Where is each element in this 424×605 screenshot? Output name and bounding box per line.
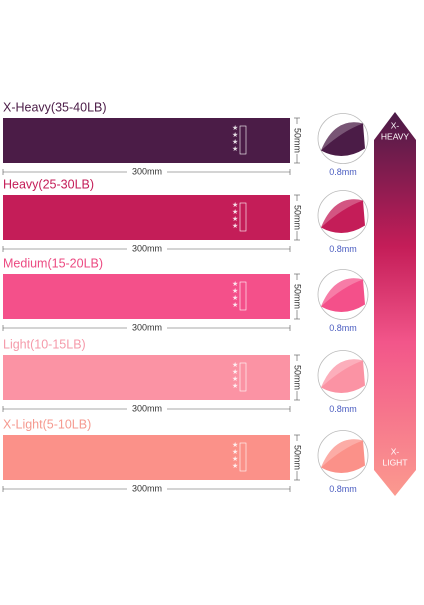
dimension-bg <box>291 280 303 310</box>
star: ★ <box>232 280 238 288</box>
star: ★ <box>232 361 238 369</box>
band-edge-light <box>321 199 363 228</box>
band-tag <box>239 281 247 311</box>
star: ★ <box>232 201 238 209</box>
width-label: 50mm <box>293 205 303 230</box>
star: ★ <box>232 375 238 383</box>
band-tag <box>239 202 247 232</box>
star: ★ <box>232 287 238 295</box>
dimension-bg <box>127 243 167 255</box>
star: ★ <box>232 301 238 309</box>
band-edge-light <box>321 278 363 307</box>
band-edge-light <box>321 122 363 151</box>
star: ★ <box>232 145 238 153</box>
star: ★ <box>232 441 238 449</box>
star: ★ <box>232 215 238 223</box>
band-tag <box>239 125 247 155</box>
star: ★ <box>232 382 238 390</box>
band <box>3 355 290 400</box>
length-label: 300mm <box>132 243 162 253</box>
arrow-label: HEAVY <box>381 131 410 141</box>
thickness-label: 0.8mm <box>329 484 357 494</box>
star: ★ <box>232 208 238 216</box>
band-label: Medium(15-20LB) <box>3 256 103 270</box>
arrow-label: LIGHT <box>382 457 407 467</box>
length-label: 300mm <box>132 322 162 332</box>
dimension-bg <box>127 166 167 178</box>
length-label: 300mm <box>132 483 162 493</box>
star: ★ <box>232 124 238 132</box>
band-label: X-Light(5-10LB) <box>3 417 91 431</box>
width-label: 50mm <box>293 365 303 390</box>
thickness-label: 0.8mm <box>329 404 357 414</box>
dimension-bg <box>127 483 167 495</box>
band-label: X-Heavy(35-40LB) <box>3 100 107 114</box>
band <box>3 195 290 240</box>
band-edge <box>321 122 365 157</box>
band-edge <box>321 359 365 394</box>
band-edge <box>321 278 365 313</box>
dimension-bg <box>291 124 303 154</box>
width-label: 50mm <box>293 128 303 153</box>
star: ★ <box>232 368 238 376</box>
band-label: Light(10-15LB) <box>3 337 86 351</box>
thickness-label: 0.8mm <box>329 244 357 254</box>
arrow-label: X- <box>391 120 400 130</box>
thickness-label: 0.8mm <box>329 167 357 177</box>
dimension-bg <box>127 322 167 334</box>
dimension-bg <box>291 201 303 231</box>
thickness-label: 0.8mm <box>329 323 357 333</box>
length-label: 300mm <box>132 166 162 176</box>
width-label: 50mm <box>293 445 303 470</box>
intensity-arrow <box>374 112 416 496</box>
dimension-bg <box>291 361 303 391</box>
star: ★ <box>232 294 238 302</box>
band-tag <box>239 442 247 472</box>
band <box>3 435 290 480</box>
star: ★ <box>232 222 238 230</box>
arrow-label: X- <box>391 446 400 456</box>
dimension-bg <box>127 403 167 415</box>
star: ★ <box>232 448 238 456</box>
band <box>3 274 290 319</box>
width-label: 50mm <box>293 284 303 309</box>
band-edge <box>321 439 365 474</box>
band-edge-light <box>321 359 363 388</box>
band-label: Heavy(25-30LB) <box>3 177 94 191</box>
length-label: 300mm <box>132 403 162 413</box>
dimension-bg <box>291 441 303 471</box>
star: ★ <box>232 455 238 463</box>
band-edge <box>321 199 365 234</box>
band <box>3 118 290 163</box>
band-edge-light <box>321 439 363 468</box>
band-tag <box>239 362 247 392</box>
star: ★ <box>232 131 238 139</box>
star: ★ <box>232 462 238 470</box>
star: ★ <box>232 138 238 146</box>
